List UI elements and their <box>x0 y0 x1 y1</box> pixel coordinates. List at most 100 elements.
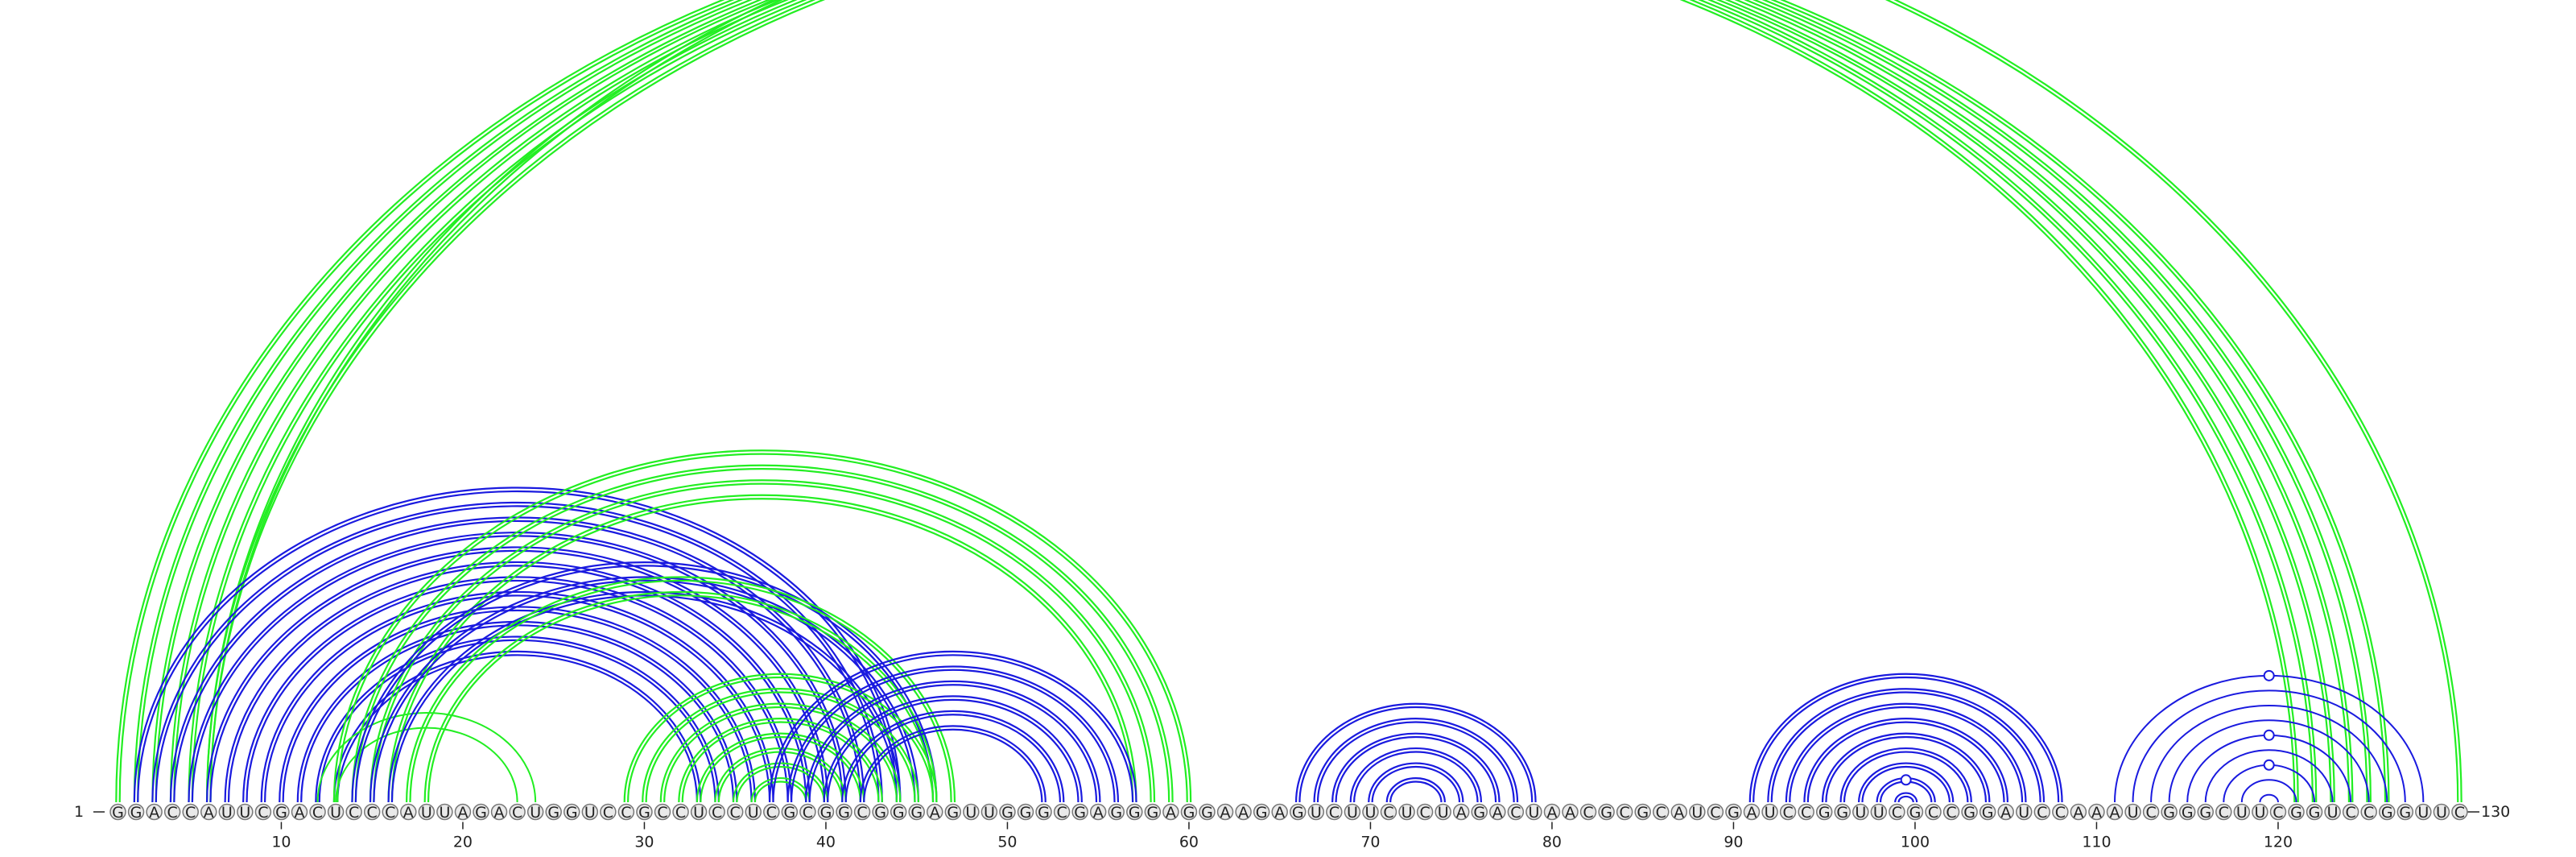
arc-blue-66-79-line1 <box>1298 706 1534 803</box>
arc-blue-7-39-line1 <box>227 565 807 803</box>
nucleotide-circle <box>1997 803 2014 821</box>
nucleotide-letter: G <box>1001 804 1013 822</box>
nucleotide-circle <box>2324 803 2341 821</box>
arc-green-36-39-line1 <box>753 780 807 803</box>
nucleotide-letter: C <box>2346 804 2356 822</box>
nucleotide-circle <box>454 803 472 821</box>
nucleotide-circle <box>2288 803 2305 821</box>
nucleotide-letter: U <box>439 804 450 822</box>
nucleotide-letter: G <box>1201 804 1213 822</box>
nucleotide-circle <box>400 803 417 821</box>
arc-blue-91-108-line1 <box>1752 676 2060 803</box>
nucleotide-circle <box>1435 803 1451 821</box>
nucleotide-letter: A <box>1456 804 1467 822</box>
nucleotide-circle <box>1925 803 1942 821</box>
nucleotide-115: G <box>2178 803 2196 822</box>
tick-label-120: 120 <box>2264 834 2293 851</box>
nucleotide-letter: C <box>185 804 196 822</box>
arc-green-2-122-line1 <box>137 0 2314 803</box>
nucleotide-circle <box>2415 803 2432 821</box>
nucleotide-28: C <box>600 803 617 822</box>
nucleotide-letter: C <box>1928 804 1938 822</box>
nucleotide-letter: G <box>947 804 959 822</box>
nucleotide-letter: C <box>2145 804 2156 822</box>
nucleotide-letter: U <box>2128 804 2139 822</box>
nucleotide-circle <box>418 803 436 821</box>
nucleotide-66: G <box>1290 803 1307 822</box>
nucleotide-18: U <box>418 803 436 822</box>
nucleotide-letter: U <box>984 804 995 822</box>
nucleotide-36: U <box>745 803 762 822</box>
nucleotide-circle <box>327 803 345 821</box>
nucleotide-circle <box>1144 803 1162 821</box>
tick-label-20: 20 <box>453 834 473 851</box>
nucleotide-letter: A <box>1546 804 1557 822</box>
nucleotide-letter: A <box>1166 804 1176 822</box>
nucleotide-circle <box>1689 803 1706 821</box>
nucleotide-letter: C <box>2219 804 2229 822</box>
nucleotide-106: U <box>2016 803 2033 822</box>
nucleotide-117: C <box>2215 803 2232 822</box>
arc-blue-99-100-line1 <box>1897 795 1914 803</box>
nucleotide-circle <box>2396 803 2414 821</box>
nucleotide-letter: A <box>1274 804 1285 822</box>
nucleotide-letter: G <box>1982 804 1994 822</box>
tick-label-30: 30 <box>634 834 654 851</box>
nucleotide-circle <box>726 803 744 821</box>
nucleotide-105: A <box>1997 803 2014 822</box>
nucleotide-circle <box>2433 803 2450 821</box>
nucleotide-15: C <box>363 803 381 822</box>
arc-blue-12-34-line2 <box>315 636 720 803</box>
arc-blue-118-121 <box>2240 779 2297 803</box>
arc-blue-38-56-line2 <box>786 665 1120 803</box>
marker-layer <box>1900 669 2275 786</box>
nucleotide-circle <box>2252 803 2268 821</box>
nucleotide-circle <box>309 803 326 821</box>
nucleotide-22: A <box>490 803 508 822</box>
nucleotide-letter: G <box>2199 804 2211 822</box>
nucleotide-121: G <box>2288 803 2305 822</box>
nucleotide-5: C <box>182 803 199 822</box>
nucleotide-letter: U <box>2327 804 2339 822</box>
nucleotide-circle <box>382 803 398 821</box>
nucleotide-circle <box>1053 803 1071 821</box>
nucleotide-75: A <box>1452 803 1470 822</box>
nucleotide-circle <box>473 803 489 821</box>
nucleotide-76: G <box>1471 803 1488 822</box>
nucleotide-72: U <box>1398 803 1415 822</box>
arc-green-29-46-line2 <box>623 673 938 803</box>
nucleotide-circle <box>509 803 526 821</box>
nucleotide-109: A <box>2070 803 2087 822</box>
nucleotide-letter: U <box>530 804 541 822</box>
nucleotide-63: A <box>1235 803 1252 822</box>
arc-apex-marker-117-122 <box>2263 759 2275 771</box>
nucleotide-circle <box>617 803 635 821</box>
arc-green-14-59-line2 <box>351 464 1174 803</box>
nucleotide-letter: A <box>1674 804 1684 822</box>
arc-green-13-60-line2 <box>332 449 1192 803</box>
nucleotide-100: G <box>1906 803 1924 822</box>
nucleotide-letter: U <box>2254 804 2265 822</box>
nucleotide-90: G <box>1725 803 1742 822</box>
nucleotide-68: C <box>1326 803 1343 822</box>
nucleotide-letter: U <box>1765 804 1776 822</box>
nucleotide-circle <box>1362 803 1379 821</box>
nucleotide-94: C <box>1798 803 1814 822</box>
nucleotide-letter: C <box>2273 804 2283 822</box>
nucleotide-letter: A <box>2073 804 2083 822</box>
nucleotide-letter: U <box>2018 804 2029 822</box>
nucleotide-86: C <box>1653 803 1670 822</box>
nucleotide-96: G <box>1834 803 1851 822</box>
nucleotide-circle <box>564 803 580 821</box>
nucleotide-letter: G <box>1836 804 1848 822</box>
nucleotide-circle <box>1326 803 1343 821</box>
nucleotide-letter: U <box>239 804 250 822</box>
nucleotide-letter: G <box>1292 804 1304 822</box>
nucleotide-letter: G <box>475 804 487 822</box>
nucleotide-letter: G <box>1909 804 1922 822</box>
nucleotide-circle <box>1108 803 1125 821</box>
nucleotide-letter: G <box>1963 804 1975 822</box>
nucleotide-12: C <box>309 803 326 822</box>
